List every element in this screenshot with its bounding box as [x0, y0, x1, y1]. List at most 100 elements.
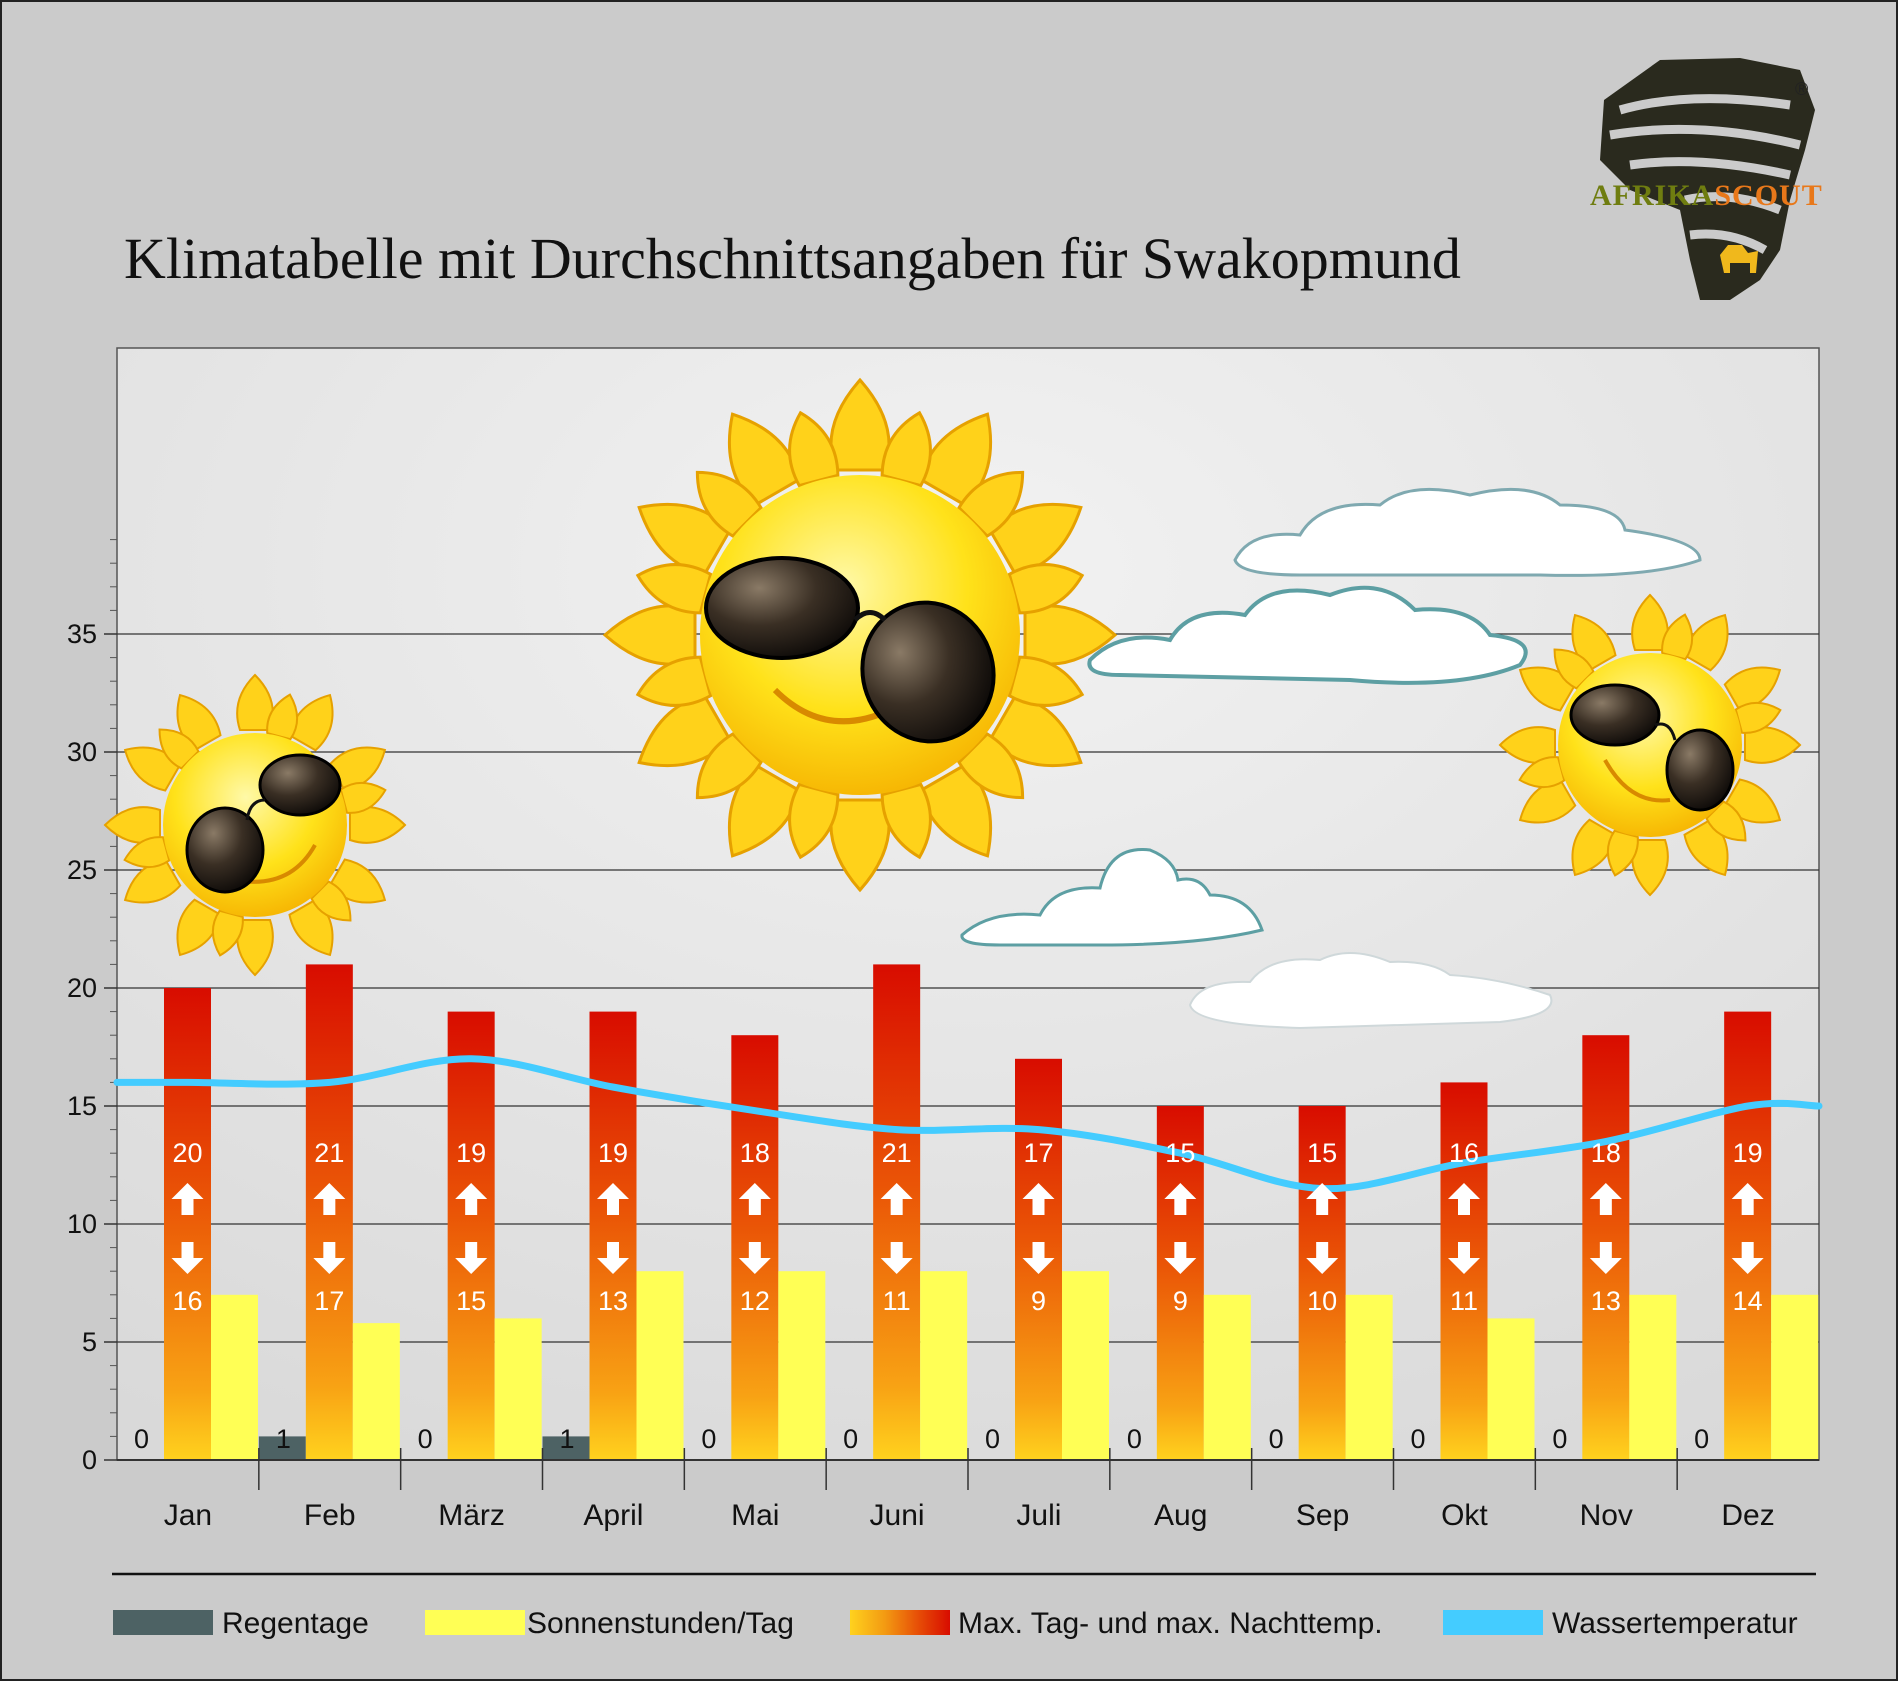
night-temp-label: 13 — [1591, 1286, 1621, 1316]
logo-registered: ® — [1795, 79, 1808, 99]
day-temp-label: 19 — [1733, 1138, 1763, 1168]
rain-value-label: 0 — [985, 1424, 1000, 1454]
x-tick-label: Aug — [1154, 1499, 1207, 1532]
arrow-up-icon — [455, 1183, 488, 1215]
arrow-up-icon — [171, 1183, 204, 1215]
rain-value-label: 0 — [134, 1424, 149, 1454]
sun-icon — [1498, 593, 1802, 897]
temp-bar — [1298, 1106, 1346, 1460]
arrow-down-icon — [1731, 1242, 1764, 1274]
y-tick-label: 20 — [67, 973, 97, 1003]
temp-bar — [1724, 1011, 1772, 1460]
temp-bar — [447, 1011, 495, 1460]
legend: Regentage Sonnenstunden/Tag Max. Tag- un… — [113, 1607, 1798, 1640]
legend-label-water: Wassertemperatur — [1552, 1607, 1798, 1640]
x-axis: Jan Feb März April Mai Juni Juli Aug Sep Okt Nov De… — [164, 1448, 1775, 1532]
night-temp-label: 13 — [598, 1286, 628, 1316]
arrow-down-icon — [455, 1242, 488, 1274]
rain-value-label: 0 — [1269, 1424, 1284, 1454]
logo-text: AFRIKASCOUT — [1590, 179, 1823, 212]
night-temp-label: 11 — [883, 1286, 911, 1316]
day-temp-label: 16 — [1449, 1138, 1479, 1168]
x-tick-label: Dez — [1721, 1499, 1774, 1532]
decorations — [103, 377, 1802, 1030]
night-temp-label: 16 — [172, 1286, 202, 1316]
x-tick-label: Juli — [1016, 1499, 1061, 1532]
rain-value-label: 1 — [559, 1424, 574, 1454]
temp-bar — [589, 1011, 637, 1460]
night-temp-label: 9 — [1173, 1286, 1188, 1316]
sunshine-bar — [211, 1294, 258, 1460]
arrow-down-icon — [1022, 1242, 1055, 1274]
x-tick-label: April — [583, 1499, 643, 1532]
day-temp-label: 17 — [1023, 1138, 1053, 1168]
afrikascout-logo: ® AFRIKASCOUT — [1590, 58, 1823, 300]
cloud-icon — [1188, 951, 1553, 1030]
legend-label-sun: Sonnenstunden/Tag — [527, 1607, 794, 1640]
water-temp-series — [113, 1055, 1823, 1193]
rain-value-label: 0 — [701, 1424, 716, 1454]
night-temp-label: 9 — [1031, 1286, 1046, 1316]
y-tick-label: 5 — [82, 1327, 97, 1357]
temp-bar — [164, 988, 211, 1460]
sunshine-bar — [494, 1318, 542, 1460]
arrow-up-icon — [1164, 1183, 1197, 1215]
arrow-down-icon — [880, 1242, 913, 1274]
arrow-up-icon — [313, 1183, 346, 1215]
y-tick-label: 35 — [67, 619, 97, 649]
x-tick-label: Sep — [1296, 1499, 1349, 1532]
sunshine-bar — [778, 1271, 826, 1460]
arrow-up-icon — [738, 1183, 771, 1215]
y-tick-label: 30 — [67, 737, 97, 767]
x-tick-label: Nov — [1580, 1499, 1633, 1532]
x-tick-label: Okt — [1441, 1499, 1488, 1532]
legend-swatch-temp — [850, 1610, 950, 1635]
legend-swatch-water — [1443, 1610, 1543, 1635]
arrow-down-icon — [738, 1242, 771, 1274]
sunshine-bar — [636, 1271, 684, 1460]
sunshine-bar — [352, 1323, 400, 1460]
arrow-up-icon — [1306, 1183, 1339, 1215]
night-temp-label: 14 — [1733, 1286, 1763, 1316]
arrow-down-icon — [1164, 1242, 1197, 1274]
rain-value-label: 0 — [843, 1424, 858, 1454]
night-temp-label: 11 — [1450, 1286, 1478, 1316]
sunshine-bar — [1062, 1271, 1109, 1460]
arrow-up-icon — [1022, 1183, 1055, 1215]
x-tick-label: Mai — [731, 1499, 779, 1532]
arrow-up-icon — [1448, 1183, 1480, 1215]
arrow-down-icon — [171, 1242, 204, 1274]
night-temp-label: 10 — [1307, 1286, 1337, 1316]
x-tick-label: März — [438, 1499, 505, 1532]
legend-swatch-rain — [113, 1610, 213, 1635]
sunshine-bar — [1345, 1294, 1393, 1460]
water-temp-line — [113, 1055, 1823, 1193]
logo-text-afrika: AFRIKA — [1590, 179, 1714, 212]
sunshine-bar — [920, 1271, 968, 1460]
data-labels: 0 20 16 1 21 17 0 19 15 1 19 13 0 18 12 0 21 11 0 17 9 0 15 9 0 1… — [134, 1138, 1764, 1454]
x-tick-label: Jan — [164, 1499, 212, 1532]
x-tick-label: Juni — [870, 1499, 925, 1532]
night-temp-label: 17 — [314, 1286, 344, 1316]
cloud-icon — [1087, 585, 1528, 685]
y-axis-ticks: 0 5 10 15 20 25 30 35 — [67, 539, 117, 1475]
arrow-up-icon — [880, 1183, 913, 1215]
rain-value-label: 1 — [276, 1424, 291, 1454]
rain-value-label: 0 — [1694, 1424, 1709, 1454]
rain-value-label: 0 — [1127, 1424, 1142, 1454]
chart-title: Klimatabelle mit Durchschnittsangaben fü… — [124, 226, 1461, 291]
sun-icon — [602, 377, 1118, 893]
y-tick-label: 0 — [82, 1445, 97, 1475]
cloud-icon — [960, 847, 1264, 947]
cloud-icon — [1233, 487, 1702, 577]
logo-text-scout: SCOUT — [1714, 179, 1822, 212]
sunshine-bar — [1203, 1294, 1251, 1460]
y-tick-label: 15 — [67, 1091, 97, 1121]
sunshine-bar — [1771, 1294, 1819, 1460]
arrow-down-icon — [597, 1242, 629, 1274]
legend-label-temp: Max. Tag- und max. Nachttemp. — [958, 1607, 1383, 1640]
arrow-down-icon — [1448, 1242, 1480, 1274]
arrow-down-icon — [1306, 1242, 1339, 1274]
arrow-up-icon — [1731, 1183, 1764, 1215]
